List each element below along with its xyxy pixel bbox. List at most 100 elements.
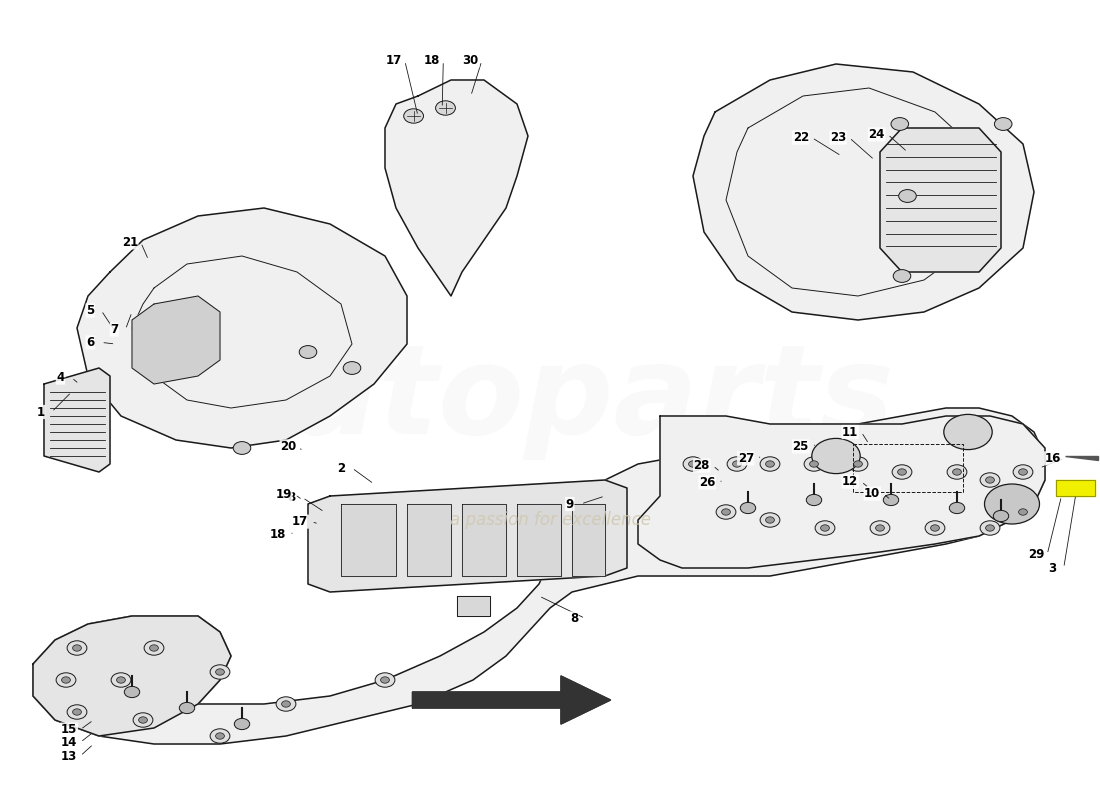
Text: 15: 15 [62, 723, 77, 736]
Polygon shape [462, 504, 506, 576]
Circle shape [689, 461, 697, 467]
Text: 10: 10 [865, 487, 880, 500]
Text: 8: 8 [570, 612, 579, 625]
Circle shape [67, 641, 87, 655]
Circle shape [1013, 465, 1033, 479]
Text: 9: 9 [565, 498, 574, 510]
Circle shape [891, 118, 909, 130]
Polygon shape [44, 368, 110, 472]
Circle shape [117, 677, 125, 683]
Circle shape [375, 673, 395, 687]
Circle shape [821, 525, 829, 531]
Text: 1: 1 [36, 406, 45, 418]
Text: 28: 28 [694, 459, 710, 472]
Circle shape [980, 473, 1000, 487]
Text: a passion for excellence: a passion for excellence [450, 511, 650, 529]
Circle shape [848, 457, 868, 471]
Circle shape [139, 717, 147, 723]
Text: 20: 20 [280, 440, 296, 453]
Polygon shape [33, 408, 1045, 744]
Circle shape [73, 709, 81, 715]
Circle shape [899, 190, 916, 202]
Circle shape [67, 705, 87, 719]
Text: 4: 4 [56, 371, 65, 384]
Polygon shape [638, 416, 1045, 568]
Circle shape [944, 414, 992, 450]
Polygon shape [308, 480, 627, 592]
Polygon shape [132, 296, 220, 384]
Circle shape [994, 118, 1012, 130]
Circle shape [1019, 509, 1027, 515]
Circle shape [812, 438, 860, 474]
Circle shape [810, 461, 818, 467]
Text: 2: 2 [337, 462, 345, 474]
Circle shape [381, 677, 389, 683]
Circle shape [898, 469, 906, 475]
Circle shape [276, 697, 296, 711]
Polygon shape [572, 504, 605, 576]
Circle shape [760, 457, 780, 471]
Circle shape [404, 109, 424, 123]
Circle shape [949, 502, 965, 514]
Polygon shape [341, 504, 396, 576]
Circle shape [984, 484, 1040, 524]
Polygon shape [1065, 456, 1098, 460]
Text: 14: 14 [62, 736, 77, 749]
Circle shape [343, 362, 361, 374]
Text: 11: 11 [843, 426, 858, 438]
Circle shape [124, 686, 140, 698]
Circle shape [766, 517, 774, 523]
Circle shape [947, 465, 967, 479]
Text: 18: 18 [271, 528, 286, 541]
Circle shape [893, 270, 911, 282]
Circle shape [144, 641, 164, 655]
Circle shape [56, 673, 76, 687]
Circle shape [815, 521, 835, 535]
Text: 22: 22 [793, 131, 808, 144]
Circle shape [299, 346, 317, 358]
Polygon shape [1056, 480, 1094, 496]
Text: 7: 7 [110, 323, 119, 336]
Circle shape [727, 457, 747, 471]
Circle shape [133, 713, 153, 727]
Text: 8: 8 [287, 491, 296, 504]
Circle shape [722, 509, 730, 515]
Polygon shape [456, 596, 490, 616]
Polygon shape [517, 504, 561, 576]
Text: 18: 18 [425, 54, 440, 67]
Circle shape [953, 469, 961, 475]
Circle shape [436, 101, 455, 115]
Polygon shape [407, 504, 451, 576]
Text: autoparts: autoparts [206, 339, 894, 461]
Circle shape [210, 729, 230, 743]
Circle shape [73, 645, 81, 651]
Polygon shape [693, 64, 1034, 320]
Circle shape [233, 442, 251, 454]
Text: 16: 16 [1045, 452, 1060, 465]
Circle shape [1013, 505, 1033, 519]
Polygon shape [77, 208, 407, 448]
Circle shape [1019, 469, 1027, 475]
Circle shape [282, 701, 290, 707]
Circle shape [854, 461, 862, 467]
Circle shape [179, 702, 195, 714]
Circle shape [806, 494, 822, 506]
Polygon shape [33, 616, 231, 736]
Text: 21: 21 [122, 236, 138, 249]
Text: 25: 25 [793, 440, 808, 453]
Circle shape [986, 525, 994, 531]
Text: 19: 19 [276, 488, 292, 501]
Circle shape [980, 521, 1000, 535]
Circle shape [804, 457, 824, 471]
Text: 24: 24 [869, 128, 884, 141]
Circle shape [733, 461, 741, 467]
Circle shape [870, 521, 890, 535]
Circle shape [925, 521, 945, 535]
Circle shape [216, 669, 224, 675]
Text: 3: 3 [1048, 562, 1057, 574]
Text: 6: 6 [86, 336, 95, 349]
Circle shape [993, 510, 1009, 522]
Circle shape [683, 457, 703, 471]
Text: 5: 5 [86, 304, 95, 317]
Circle shape [111, 673, 131, 687]
